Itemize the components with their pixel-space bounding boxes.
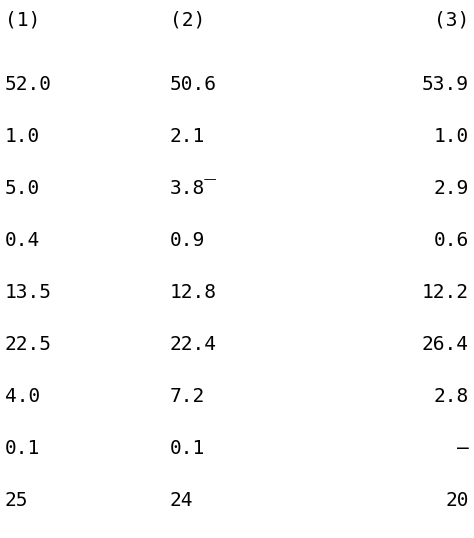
- Text: 2.8: 2.8: [434, 387, 469, 406]
- Text: 3.8̅: 3.8̅: [170, 179, 217, 198]
- Text: 22.5: 22.5: [5, 335, 52, 354]
- Text: 5.0: 5.0: [5, 179, 40, 198]
- Text: 20: 20: [446, 491, 469, 510]
- Text: 52.0: 52.0: [5, 75, 52, 94]
- Text: 24: 24: [170, 491, 193, 510]
- Text: 12.2: 12.2: [422, 283, 469, 302]
- Text: 0.1: 0.1: [170, 439, 205, 458]
- Text: (2): (2): [170, 10, 205, 29]
- Text: 1.0: 1.0: [5, 127, 40, 146]
- Text: 0.9: 0.9: [170, 231, 205, 250]
- Text: 0.1: 0.1: [5, 439, 40, 458]
- Text: 1.0: 1.0: [434, 127, 469, 146]
- Text: (1): (1): [5, 10, 40, 29]
- Text: 12.8: 12.8: [170, 283, 217, 302]
- Text: 22.4: 22.4: [170, 335, 217, 354]
- Text: 13.5: 13.5: [5, 283, 52, 302]
- Text: 26.4: 26.4: [422, 335, 469, 354]
- Text: 2.9: 2.9: [434, 179, 469, 198]
- Text: 0.4: 0.4: [5, 231, 40, 250]
- Text: 7.2: 7.2: [170, 387, 205, 406]
- Text: 53.9: 53.9: [422, 75, 469, 94]
- Text: 2.1: 2.1: [170, 127, 205, 146]
- Text: 0.6: 0.6: [434, 231, 469, 250]
- Text: (3): (3): [434, 10, 469, 29]
- Text: 4.0: 4.0: [5, 387, 40, 406]
- Text: 50.6: 50.6: [170, 75, 217, 94]
- Text: —: —: [457, 439, 469, 458]
- Text: 25: 25: [5, 491, 28, 510]
